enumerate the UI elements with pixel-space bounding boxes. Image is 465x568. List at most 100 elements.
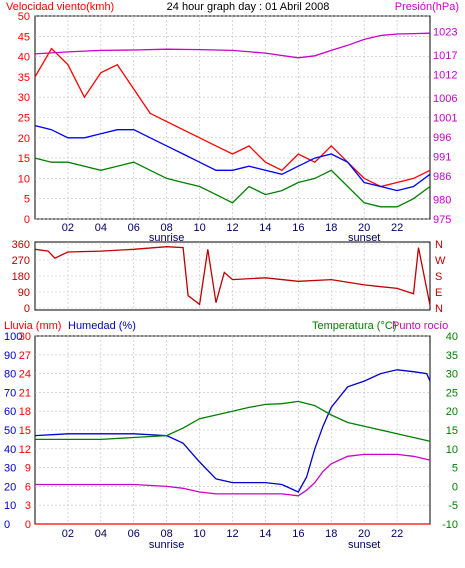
time-axis-tick: 18	[325, 528, 337, 540]
pressure-label: Presión(hPa)	[395, 1, 459, 13]
temperature-axis-tick: -10	[442, 519, 458, 531]
time-axis-tick: 18	[325, 222, 337, 234]
temperature-axis-tick: 30	[446, 369, 458, 381]
wind-axis-tick: 5	[24, 194, 30, 206]
direction-axis-tick: 270	[12, 255, 30, 267]
time-axis-tick: 22	[391, 222, 403, 234]
humidity-axis-tick: 30	[4, 463, 16, 475]
rain-axis-tick: 27	[19, 350, 31, 362]
temperature-axis-tick: 20	[446, 406, 458, 418]
rain-axis-tick: 12	[19, 444, 31, 456]
humidity-axis-tick: 0	[4, 519, 10, 531]
compass-letter: E	[435, 287, 442, 299]
sunrise-label: sunrise	[149, 539, 184, 551]
compass-letter: N	[435, 239, 443, 251]
time-axis-tick: 16	[292, 222, 304, 234]
wind-axis-tick: 25	[18, 113, 30, 125]
sunrise-label: sunrise	[149, 232, 184, 244]
pressure-axis-tick: 1001	[433, 113, 457, 125]
time-axis-tick: 06	[128, 222, 140, 234]
pressure-axis-tick: 1012	[433, 70, 457, 82]
time-axis-tick: 14	[259, 222, 271, 234]
temperature-axis-tick: -5	[448, 500, 458, 512]
humidity-axis-tick: 40	[4, 444, 16, 456]
compass-letter: W	[435, 255, 446, 267]
wind-axis-tick: 40	[18, 52, 30, 64]
rain-axis-tick: 21	[19, 387, 31, 399]
rain-axis-tick: 6	[25, 481, 31, 493]
time-axis-tick: 06	[128, 528, 140, 540]
direction-axis-tick: 180	[12, 271, 30, 283]
direction-axis-tick: 360	[12, 239, 30, 251]
wind-axis-tick: 20	[18, 133, 30, 145]
wind-axis-tick: 15	[18, 153, 30, 165]
pressure-axis-tick: 1023	[433, 27, 457, 39]
temperature-axis-tick: 0	[452, 481, 458, 493]
graph-title: 24 hour graph day : 01 Abril 2008	[167, 1, 330, 13]
time-axis-tick: 22	[391, 528, 403, 540]
compass-letter: N	[435, 303, 443, 315]
rain-axis-tick: 15	[19, 425, 31, 437]
humidity-axis-tick: 10	[4, 500, 16, 512]
pressure-axis-tick: 1006	[433, 93, 457, 105]
time-axis-tick: 08	[161, 222, 173, 234]
wind-axis-tick: 0	[24, 214, 30, 226]
temperature-axis-tick: 5	[452, 463, 458, 475]
temperature-axis-tick: 40	[446, 331, 458, 343]
humidity-label: Humedad (%)	[68, 320, 136, 332]
temperature-axis-tick: 15	[446, 425, 458, 437]
time-axis-tick: 12	[226, 528, 238, 540]
pressure-axis-tick: 980	[433, 194, 451, 206]
humidity-axis-tick: 100	[4, 331, 22, 343]
wind-direction-line	[34, 246, 431, 306]
time-axis-tick: 02	[62, 222, 74, 234]
wind_green-line	[34, 157, 431, 208]
time-axis-tick: 10	[193, 528, 205, 540]
humidity-axis-tick: 90	[4, 350, 16, 362]
time-axis-tick: 16	[292, 528, 304, 540]
direction-axis-tick: 90	[18, 287, 30, 299]
time-axis-tick: 14	[259, 528, 271, 540]
pressure-axis-tick: 991	[433, 152, 451, 164]
time-axis-tick: 04	[95, 222, 107, 234]
pressure-line	[34, 32, 431, 59]
rain-axis-tick: 24	[19, 369, 31, 381]
rain-label: Lluvia (mm)	[4, 320, 61, 332]
compass-letter: S	[435, 271, 442, 283]
pressure-axis-tick: 975	[433, 214, 451, 226]
temperature-axis-tick: 10	[446, 444, 458, 456]
rain-axis-tick: 9	[25, 463, 31, 475]
pressure-axis-tick: 1017	[433, 50, 457, 62]
rain-axis-tick: 0	[25, 519, 31, 531]
humidity-axis-tick: 60	[4, 406, 16, 418]
temperature-line	[35, 400, 431, 442]
wind-axis-tick: 50	[18, 11, 30, 23]
time-axis-tick: 12	[226, 222, 238, 234]
wind_gust-line	[34, 47, 431, 188]
rain-axis-tick: 18	[19, 406, 31, 418]
humidity-axis-tick: 80	[4, 369, 16, 381]
wind-axis-tick: 35	[18, 72, 30, 84]
temperature-axis-tick: 25	[446, 387, 458, 399]
temperature-label: Temperatura (°C)	[312, 320, 396, 332]
time-axis-tick: 08	[161, 528, 173, 540]
dewpoint-line	[35, 453, 431, 497]
time-axis-tick: 20	[358, 222, 370, 234]
pressure-axis-tick: 986	[433, 171, 451, 183]
direction-axis-tick: 0	[24, 303, 30, 315]
dewpoint-label: Punto rocío	[392, 320, 448, 332]
wind_avg-line	[34, 124, 431, 192]
sunset-label: sunset	[348, 232, 380, 244]
humidity-axis-tick: 20	[4, 481, 16, 493]
temperature-axis-tick: 35	[446, 350, 458, 362]
time-axis-tick: 02	[62, 528, 74, 540]
pressure-axis-tick: 996	[433, 132, 451, 144]
wind-speed-label: Velocidad viento(kmh)	[6, 1, 114, 13]
time-axis-tick: 10	[193, 222, 205, 234]
time-axis-tick: 04	[95, 528, 107, 540]
wind-axis-tick: 10	[18, 173, 30, 185]
humidity-axis-tick: 70	[4, 387, 16, 399]
wind-axis-tick: 30	[18, 92, 30, 104]
